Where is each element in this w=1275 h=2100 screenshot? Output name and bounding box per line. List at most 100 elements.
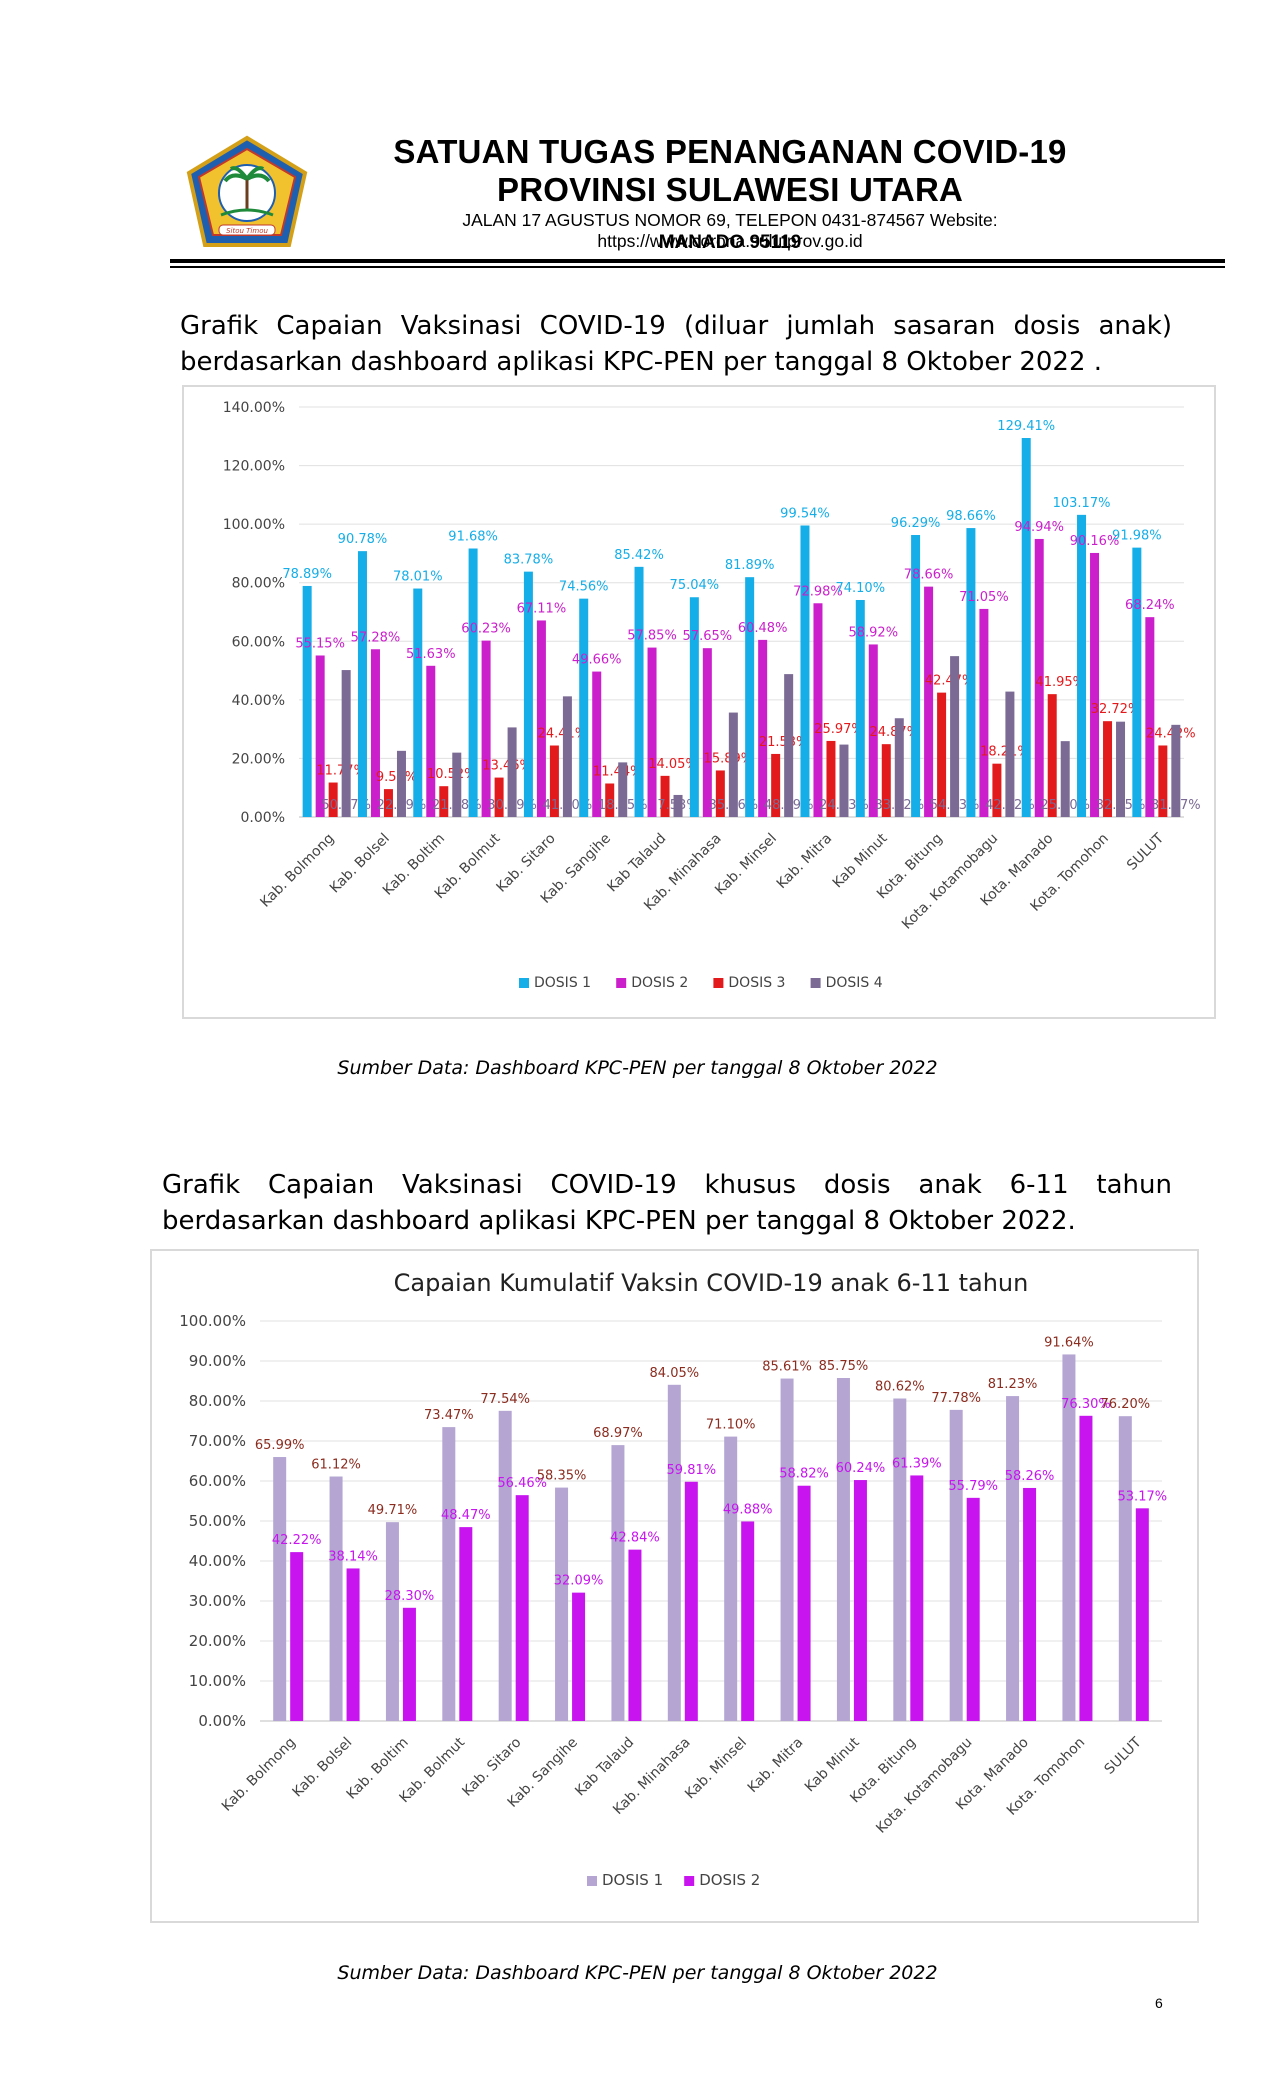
data-label: 7.53% — [657, 798, 698, 813]
bar-dosis-4 — [673, 794, 683, 817]
section2-paragraph: Grafik Capaian Vaksinasi COVID-19 khusus… — [162, 1167, 1172, 1239]
x-category-label: SULUT — [1124, 830, 1167, 873]
chart2-frame: Capaian Kumulatif Vaksin COVID-19 anak 6… — [150, 1249, 1199, 1923]
bar-dosis-2 — [966, 1497, 980, 1721]
bar-dosis-1 — [724, 1436, 738, 1721]
data-label: 60.23% — [461, 622, 511, 637]
y-tick-label: 20.00% — [232, 751, 285, 767]
bar-dosis-3 — [439, 786, 449, 817]
x-category-label: Kab. Mitra — [745, 1735, 807, 1797]
data-label: 85.61% — [762, 1360, 812, 1375]
letterhead: Sitou Timou SATUAN TUGAS PENANGANAN COVI… — [0, 0, 1275, 280]
bar-dosis-2 — [592, 671, 602, 817]
bar-dosis-2 — [426, 665, 436, 817]
y-tick-label: 140.00% — [223, 400, 285, 416]
bar-dosis-1 — [413, 588, 423, 817]
bar-dosis-4 — [562, 696, 572, 817]
bar-dosis-1 — [579, 598, 589, 817]
data-label: 57.65% — [683, 629, 733, 644]
y-tick-label: 90.00% — [189, 1352, 246, 1370]
data-label: 28.30% — [385, 1589, 435, 1604]
bar-dosis-2 — [868, 644, 878, 817]
legend-swatch — [519, 978, 529, 988]
data-label: 85.42% — [614, 548, 664, 563]
data-label: 13.46% — [482, 759, 532, 774]
data-label: 21.53% — [759, 735, 809, 750]
bar-dosis-3 — [1047, 694, 1057, 817]
bar-dosis-1 — [523, 571, 533, 817]
y-tick-label: 20.00% — [189, 1632, 246, 1650]
legend-swatch — [616, 978, 627, 988]
org-subtitle: PROVINSI SULAWESI UTARA — [496, 171, 964, 208]
data-label: 73.47% — [424, 1408, 474, 1423]
section1-paragraph: Grafik Capaian Vaksinasi COVID-19 (dilua… — [180, 308, 1172, 380]
data-label: 78.66% — [904, 568, 954, 583]
bar-dosis-1 — [385, 1522, 399, 1721]
data-label: 49.88% — [723, 1502, 773, 1517]
bar-dosis-2 — [1079, 1415, 1093, 1721]
data-label: 32.72% — [1091, 702, 1141, 717]
data-label: 90.16% — [1070, 534, 1120, 549]
bar-dosis-2 — [628, 1549, 642, 1721]
data-label: 59.81% — [667, 1463, 717, 1478]
bar-dosis-1 — [689, 597, 699, 817]
header-rule-thick — [170, 259, 1225, 263]
bar-dosis-1 — [442, 1427, 456, 1721]
bar-dosis-3 — [826, 740, 836, 817]
data-label: 78.01% — [393, 570, 443, 585]
bar-dosis-1 — [1006, 1396, 1020, 1721]
data-label: 81.23% — [988, 1377, 1038, 1392]
bar-dosis-2 — [702, 648, 712, 817]
x-category-label: Kab Minut — [802, 1734, 863, 1795]
data-label: 60.24% — [836, 1461, 886, 1476]
section1-line1: Grafik Capaian Vaksinasi COVID-19 (dilua… — [180, 311, 1172, 341]
data-label: 91.64% — [1044, 1335, 1094, 1350]
bar-dosis-3 — [1158, 745, 1168, 817]
data-label: 48.47% — [441, 1508, 491, 1523]
bar-dosis-4 — [894, 718, 904, 817]
data-label: 41.95% — [1035, 675, 1085, 690]
bar-dosis-1 — [966, 528, 976, 817]
data-label: 58.82% — [779, 1467, 829, 1482]
chart2-svg: Capaian Kumulatif Vaksin COVID-19 anak 6… — [179, 1269, 1167, 1889]
y-tick-label: 120.00% — [223, 459, 285, 475]
legend-swatch — [713, 978, 724, 988]
y-tick-label: 50.00% — [189, 1512, 246, 1530]
bar-dosis-3 — [992, 763, 1002, 817]
bar-dosis-4 — [1060, 741, 1070, 817]
bar-dosis-4 — [1005, 691, 1015, 817]
bar-dosis-2 — [813, 603, 823, 817]
legend-label: DOSIS 4 — [826, 975, 883, 991]
section2-line1: Grafik Capaian Vaksinasi COVID-19 khusus… — [162, 1170, 1172, 1200]
bar-dosis-4 — [1171, 724, 1181, 817]
data-label: 80.62% — [875, 1380, 925, 1395]
bar-dosis-3 — [771, 753, 781, 817]
data-label: 71.05% — [959, 590, 1009, 605]
data-label: 56.46% — [497, 1476, 547, 1491]
legend-label: DOSIS 2 — [699, 1871, 760, 1889]
data-label: 60.48% — [738, 621, 788, 636]
section1-line2: berdasarkan dashboard aplikasi KPC-PEN p… — [180, 347, 1103, 377]
data-label: 49.71% — [368, 1503, 418, 1518]
org-city: MANADO 95119 — [658, 232, 802, 253]
chart1-svg: 0.00% 20.00% 40.00% 60.00% 80.00% 100.00% 120.… — [223, 400, 1201, 991]
data-label: 90.78% — [338, 532, 388, 547]
data-label: 32.09% — [554, 1574, 604, 1589]
province-logo: Sitou Timou — [186, 135, 308, 247]
bar-dosis-1 — [329, 1476, 343, 1721]
data-label: 76.30% — [1061, 1397, 1111, 1412]
logo-motto: Sitou Timou — [226, 227, 268, 235]
data-label: 58.26% — [1005, 1469, 1055, 1484]
bar-dosis-2 — [979, 608, 989, 817]
bar-dosis-4 — [1116, 721, 1126, 817]
bar-dosis-3 — [549, 745, 559, 817]
bar-dosis-2 — [684, 1481, 698, 1721]
x-category-label: Kab. Bolmong — [257, 831, 337, 911]
data-label: 49.66% — [572, 653, 622, 668]
y-tick-label: 100.00% — [223, 517, 285, 533]
data-label: 25.97% — [814, 722, 864, 737]
x-category-label: SULUT — [1101, 1734, 1144, 1777]
bar-dosis-1 — [555, 1487, 569, 1721]
data-label: 67.11% — [517, 601, 567, 616]
y-tick-label: 80.00% — [189, 1392, 246, 1410]
